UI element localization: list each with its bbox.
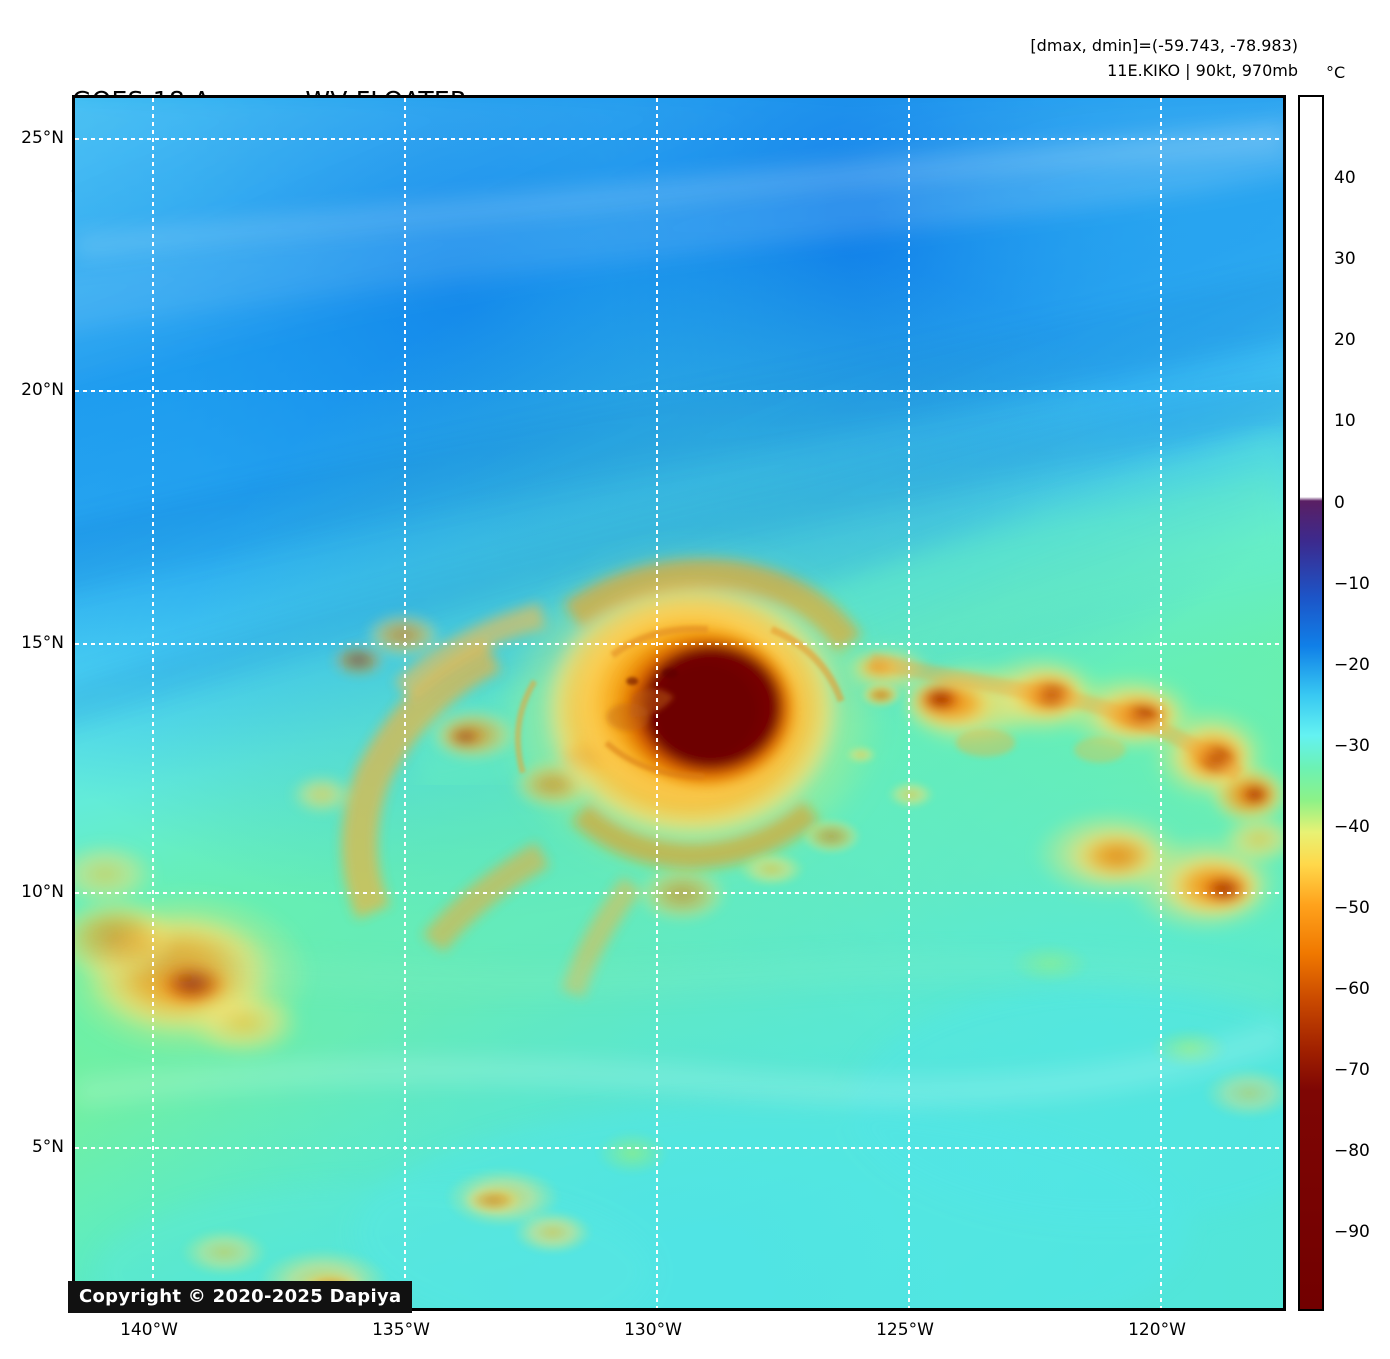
cbtick-m40: −40 (1334, 817, 1370, 837)
cbtick-10: 10 (1334, 411, 1356, 431)
satellite-image-plot (72, 95, 1286, 1311)
xtick-140w: 140°W (120, 1320, 178, 1340)
cbtick-m60: −60 (1334, 979, 1370, 999)
ytick-15n: 15°N (21, 633, 64, 653)
data-minmax-label: [dmax, dmin]=(-59.743, -78.983) (1030, 36, 1298, 55)
cbtick-m50: −50 (1334, 898, 1370, 918)
ytick-25n: 25°N (21, 128, 64, 148)
cbtick-0: 0 (1334, 493, 1345, 513)
cbtick-m20: −20 (1334, 655, 1370, 675)
ytick-5n: 5°N (31, 1137, 64, 1157)
xtick-135w: 135°W (372, 1320, 430, 1340)
xtick-130w: 130°W (624, 1320, 682, 1340)
cbtick-m10: −10 (1334, 574, 1370, 594)
storm-info-label: 11E.KIKO | 90kt, 970mb (1107, 61, 1298, 80)
cbtick-m30: −30 (1334, 736, 1370, 756)
cbtick-m80: −80 (1334, 1141, 1370, 1161)
cbtick-40: 40 (1334, 168, 1356, 188)
colorbar-units-label: °C (1326, 63, 1346, 82)
chart-metadata-block: [dmax, dmin]=(-59.743, -78.983) 11E.KIKO… (1030, 33, 1298, 83)
xtick-125w: 125°W (876, 1320, 934, 1340)
ytick-10n: 10°N (21, 882, 64, 902)
ytick-20n: 20°N (21, 380, 64, 400)
cbtick-m70: −70 (1334, 1060, 1370, 1080)
cbtick-20: 20 (1334, 330, 1356, 350)
colorbar (1298, 95, 1324, 1311)
copyright-banner: Copyright © 2020-2025 Dapiya (68, 1281, 413, 1313)
xtick-120w: 120°W (1128, 1320, 1186, 1340)
colorbar-gradient (1300, 97, 1322, 1309)
satellite-imagery-canvas (75, 98, 1283, 1308)
cbtick-m90: −90 (1334, 1222, 1370, 1242)
cbtick-30: 30 (1334, 249, 1356, 269)
